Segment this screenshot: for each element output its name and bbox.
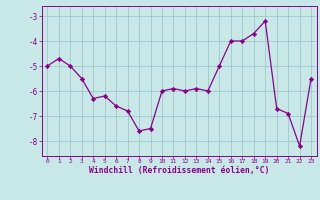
- X-axis label: Windchill (Refroidissement éolien,°C): Windchill (Refroidissement éolien,°C): [89, 166, 269, 175]
